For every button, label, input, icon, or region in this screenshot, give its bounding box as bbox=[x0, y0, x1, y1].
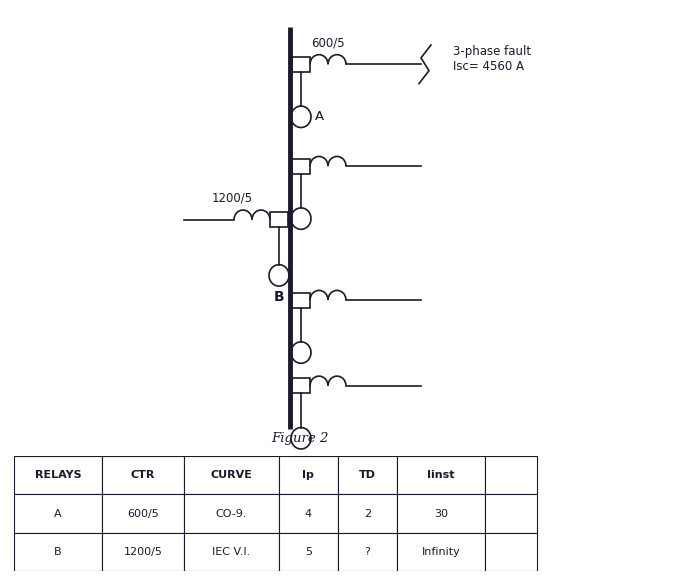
Text: 30: 30 bbox=[434, 508, 448, 519]
Bar bbox=[14, 533, 102, 571]
Bar bbox=[279, 494, 338, 533]
Text: CO-9.: CO-9. bbox=[216, 508, 247, 519]
Bar bbox=[292, 57, 310, 72]
Text: 3-phase fault
Isc= 4560 A: 3-phase fault Isc= 4560 A bbox=[453, 45, 531, 73]
Text: Iinst: Iinst bbox=[427, 470, 455, 480]
Bar bbox=[397, 494, 485, 533]
Bar bbox=[102, 494, 184, 533]
Text: Infinity: Infinity bbox=[421, 547, 460, 557]
Text: 600/5: 600/5 bbox=[127, 508, 159, 519]
Bar bbox=[397, 533, 485, 571]
Bar bbox=[14, 494, 102, 533]
Text: Ip: Ip bbox=[302, 470, 314, 480]
Text: 5: 5 bbox=[305, 547, 312, 557]
Text: RELAYS: RELAYS bbox=[35, 470, 81, 480]
Bar bbox=[184, 456, 279, 494]
Text: CURVE: CURVE bbox=[210, 470, 252, 480]
Bar bbox=[292, 293, 310, 308]
Text: A: A bbox=[54, 508, 61, 519]
Bar bbox=[485, 533, 537, 571]
Bar bbox=[184, 533, 279, 571]
Bar bbox=[338, 533, 397, 571]
Text: ?: ? bbox=[364, 547, 370, 557]
Text: 4: 4 bbox=[305, 508, 312, 519]
Bar bbox=[279, 533, 338, 571]
Bar bbox=[338, 456, 397, 494]
Text: A: A bbox=[315, 110, 324, 123]
Bar bbox=[292, 379, 310, 394]
Bar bbox=[338, 494, 397, 533]
Text: B: B bbox=[273, 290, 284, 305]
Text: IEC V.I.: IEC V.I. bbox=[212, 547, 250, 557]
Text: 2: 2 bbox=[364, 508, 371, 519]
Bar bbox=[485, 494, 537, 533]
Bar bbox=[397, 456, 485, 494]
Bar bbox=[184, 494, 279, 533]
Bar bbox=[279, 456, 338, 494]
Text: B: B bbox=[54, 547, 61, 557]
Bar bbox=[102, 456, 184, 494]
Text: 1200/5: 1200/5 bbox=[123, 547, 162, 557]
Bar bbox=[14, 456, 102, 494]
Bar bbox=[270, 212, 288, 227]
Bar bbox=[485, 456, 537, 494]
Text: CTR: CTR bbox=[131, 470, 155, 480]
Text: TD: TD bbox=[359, 470, 376, 480]
Text: 1200/5: 1200/5 bbox=[211, 192, 252, 205]
Bar bbox=[292, 159, 310, 174]
Bar bbox=[102, 533, 184, 571]
Text: 600/5: 600/5 bbox=[311, 36, 345, 49]
Text: Figure 2: Figure 2 bbox=[271, 432, 329, 445]
